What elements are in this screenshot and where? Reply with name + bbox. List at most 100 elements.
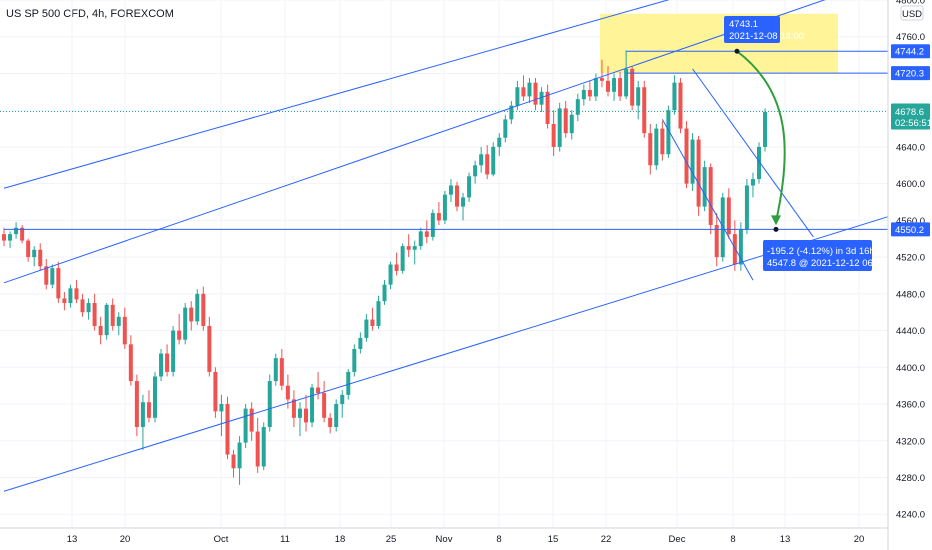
candle-body <box>593 78 598 97</box>
candle-body <box>412 246 417 250</box>
candle-body <box>177 330 182 340</box>
trend-line <box>692 68 814 238</box>
candle-body <box>62 298 67 304</box>
candle-body <box>273 358 278 382</box>
x-tick-label: Dec <box>669 534 686 545</box>
candle-body <box>243 408 248 443</box>
candle-body <box>14 227 19 235</box>
candle-body <box>684 128 689 184</box>
candle-body <box>442 194 447 221</box>
projection-text: -195.2 (-4.12%) in 3d 16h <box>767 246 875 257</box>
x-tick-label: 11 <box>280 534 290 545</box>
candle-body <box>297 408 302 418</box>
candle-body <box>165 353 170 372</box>
candle-body <box>448 185 453 195</box>
candle-body <box>557 108 562 147</box>
candle-body <box>74 288 79 300</box>
y-tick-label: 4560.0 <box>896 216 925 227</box>
candle-body <box>261 426 266 467</box>
candle-body <box>231 454 236 469</box>
candle-body <box>122 316 127 345</box>
x-tick-label: Nov <box>436 534 453 545</box>
candle-body <box>98 325 103 336</box>
projection-arrow <box>736 50 786 222</box>
candle-body <box>726 197 731 235</box>
candle-body <box>104 304 109 336</box>
x-tick-label: 13 <box>67 534 78 545</box>
candle-body <box>630 68 635 106</box>
candle-body <box>606 80 610 92</box>
trend-line <box>661 119 754 281</box>
candle-body <box>714 224 719 258</box>
candle-body <box>418 231 423 247</box>
high-label-price: 4743.1 <box>729 19 758 30</box>
candle-body <box>521 87 526 97</box>
currency-box <box>900 5 924 21</box>
candle-body <box>116 316 121 326</box>
candle-body <box>219 404 224 412</box>
high-label-date: 2021-12-08 14:00 <box>729 31 804 42</box>
candle-body <box>225 404 230 455</box>
y-tick-label: 4320.0 <box>896 436 925 447</box>
candle-body <box>44 266 49 285</box>
candle-body <box>134 381 139 427</box>
candle-body <box>757 146 761 180</box>
y-tick-label: 4240.0 <box>896 510 925 521</box>
candle-body <box>473 165 478 177</box>
candle-body <box>38 249 43 267</box>
candle-body <box>382 284 387 302</box>
candle-body <box>328 417 333 427</box>
trend-line <box>3 0 670 189</box>
candle-body <box>183 307 188 340</box>
price-tag-label: 4744.2 <box>895 47 924 58</box>
x-tick-label: 8 <box>730 534 735 545</box>
candle-body <box>696 139 701 207</box>
candle-body <box>80 299 85 313</box>
candle-body <box>171 330 176 372</box>
candle-body <box>527 82 532 97</box>
candle-body <box>128 344 133 382</box>
candle-body <box>370 319 375 326</box>
candle-body <box>461 197 466 207</box>
candle-body <box>406 246 411 250</box>
candle-body <box>666 110 671 155</box>
y-tick-label: 4600.0 <box>896 179 925 190</box>
price-tag-label: 4720.3 <box>895 69 924 80</box>
candle-body <box>400 246 405 271</box>
last-price-tag-label: 4678.6 <box>895 107 924 118</box>
candle-body <box>249 408 254 432</box>
candle-body <box>648 133 653 166</box>
y-tick-label: 4760.0 <box>896 32 925 43</box>
x-tick-label: 20 <box>120 534 131 545</box>
candle-body <box>497 137 502 147</box>
candle-body <box>352 348 357 372</box>
projection-subtext: 4547.8 @ 2021-12-12 06:00 <box>767 258 886 269</box>
candle-body <box>678 82 683 129</box>
y-tick-label: 4280.0 <box>896 473 925 484</box>
candle-body <box>92 303 97 326</box>
candle-body <box>509 105 514 120</box>
currency-label: USD <box>902 9 922 20</box>
x-tick-label: 13 <box>780 534 791 545</box>
candle-body <box>334 404 339 427</box>
highlight-zone <box>600 13 838 74</box>
high-label-box <box>724 16 780 43</box>
candle-body <box>587 89 592 97</box>
candle-body <box>213 371 218 412</box>
candle-body <box>2 234 6 241</box>
candle-body <box>189 307 194 322</box>
candle-body <box>394 264 399 271</box>
x-tick-label: 18 <box>335 534 346 545</box>
candle-body <box>763 112 768 147</box>
candle-body <box>346 371 351 395</box>
candle-body <box>436 213 441 221</box>
x-tick-label: 22 <box>601 534 612 545</box>
price-tags: 4744.2 4720.3 4550.2 4678.602:56:51 <box>891 44 932 237</box>
candle-body <box>32 249 37 258</box>
candle-body <box>575 99 580 115</box>
x-tick-label: 8 <box>496 534 501 545</box>
candle-body <box>376 301 381 326</box>
candle-body <box>750 179 755 186</box>
